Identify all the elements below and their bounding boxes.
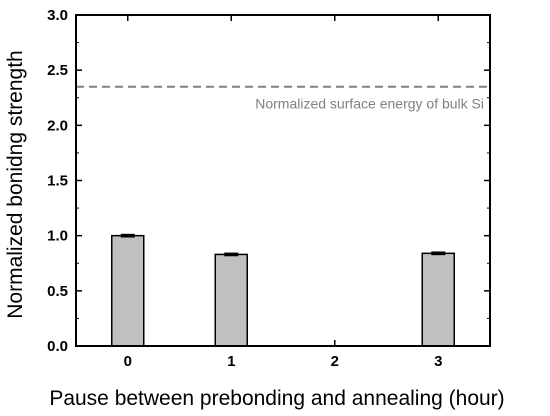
x-axis-ticks: 0 1 2 3 (124, 15, 442, 370)
x-tick-label: 2 (331, 353, 339, 370)
x-tick-label: 3 (434, 353, 442, 370)
y-tick-label: 0.5 (47, 283, 68, 300)
plot-frame (75, 14, 491, 347)
y-tick-label: 2.0 (47, 117, 68, 134)
bar (214, 253, 248, 347)
bar (421, 252, 455, 347)
x-tick-label: 1 (227, 353, 235, 370)
y-tick-label: 1.0 (47, 228, 68, 245)
reference-line-label: Normalized surface energy of bulk Si (255, 96, 484, 112)
bar (111, 234, 145, 347)
y-tick-label: 1.5 (47, 173, 68, 190)
x-tick-label: 0 (124, 353, 132, 370)
y-axis-label: Normalized bonidng strength (4, 50, 27, 319)
x-axis-label: Pause between prebonding and annealing (… (49, 387, 504, 410)
y-tick-label: 2.5 (47, 62, 68, 79)
y-tick-label: 3.0 (47, 7, 68, 24)
bars (111, 233, 455, 347)
y-tick-label: 0.0 (47, 338, 68, 355)
